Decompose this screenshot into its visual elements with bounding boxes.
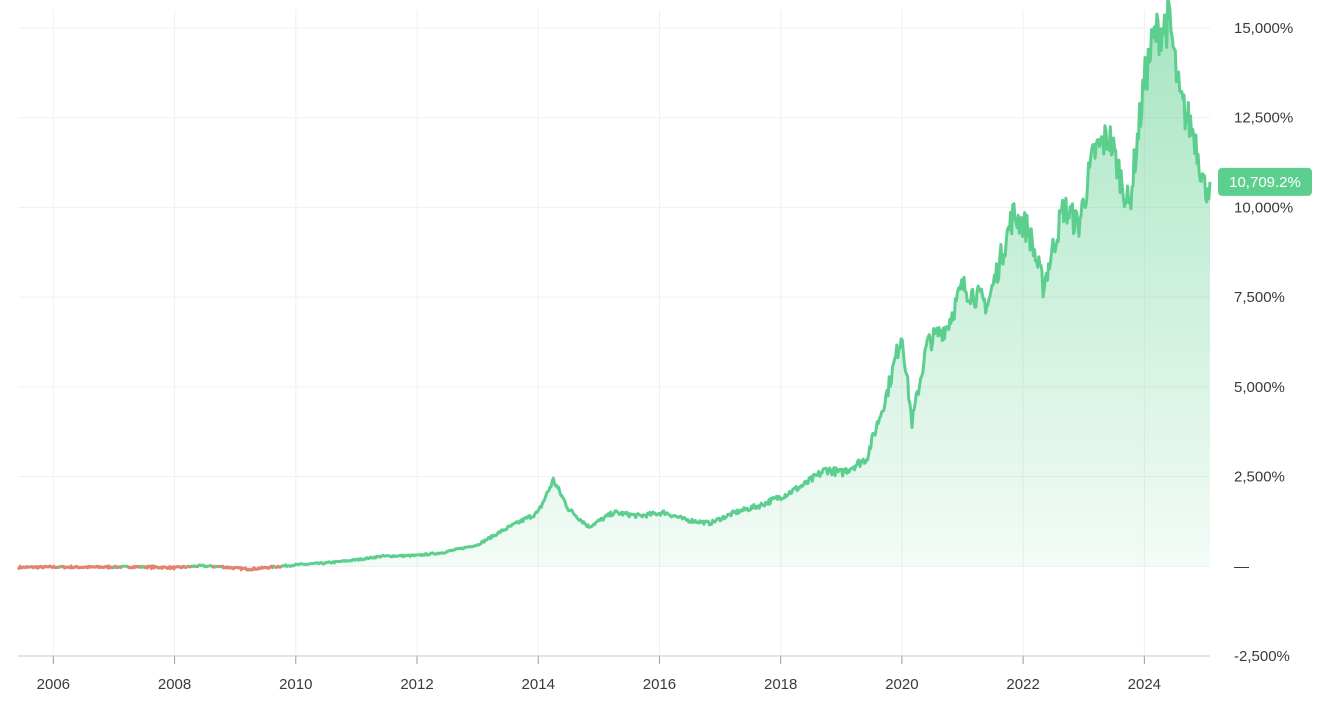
line-layer xyxy=(17,0,1212,572)
y-tick-label: 2,500% xyxy=(1234,469,1285,486)
series-line xyxy=(17,0,1212,572)
series-line-negative xyxy=(126,564,141,570)
axis-layer: 15,000% 12,500% 10,000% 7,500% 5,000% 2,500% —… xyxy=(18,20,1293,693)
current-value-badge-bg xyxy=(1218,167,1312,196)
series-line-negative xyxy=(60,563,114,571)
series-line-negative xyxy=(144,563,188,572)
series-line-negative xyxy=(17,564,60,571)
y-tick-label: 5,000% xyxy=(1234,379,1285,396)
current-value-label: 10,709.2% xyxy=(1229,174,1301,191)
series-line-negative xyxy=(220,564,274,572)
series-area xyxy=(18,0,1210,570)
series-line-negative xyxy=(188,564,193,569)
x-tick-label: 2020 xyxy=(885,676,918,693)
x-tick-label: 2018 xyxy=(764,676,797,693)
x-tick-label: 2022 xyxy=(1006,676,1039,693)
area-layer xyxy=(18,0,1210,570)
x-tick-label: 2010 xyxy=(279,676,312,693)
y-tick-label: 10,000% xyxy=(1234,199,1293,216)
x-tick-label: 2012 xyxy=(400,676,433,693)
y-tick-label: 7,500% xyxy=(1234,289,1285,306)
y-tick-label: 15,000% xyxy=(1234,20,1293,37)
y-tick-label: -2,500% xyxy=(1234,648,1290,665)
x-tick-label: 2024 xyxy=(1128,676,1161,693)
y-tick-label: 12,500% xyxy=(1234,110,1293,127)
series-line-negative xyxy=(211,564,216,569)
y-tick-label: — xyxy=(1234,558,1249,575)
series-line-negative xyxy=(274,564,282,570)
current-value-badge: 10,709.2% xyxy=(1218,167,1312,196)
x-tick-label: 2016 xyxy=(643,676,676,693)
x-tick-label: 2008 xyxy=(158,676,191,693)
series-line-negative xyxy=(114,564,122,570)
x-tick-label: 2014 xyxy=(522,676,555,693)
x-tick-label: 2006 xyxy=(37,676,70,693)
